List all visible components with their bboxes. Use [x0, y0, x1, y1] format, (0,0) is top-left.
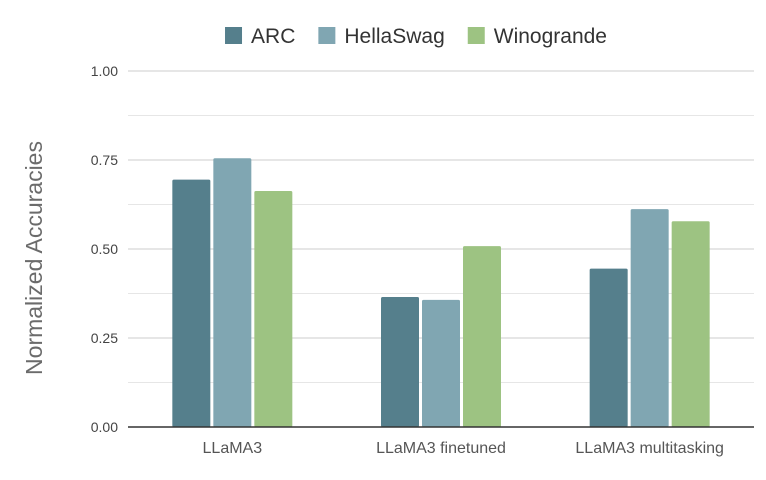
x-axis-labels: LLaMA3 LLaMA3 finetuned LLaMA3 multitaskin…	[203, 440, 724, 457]
bars	[172, 158, 710, 427]
y-tick-label: 1.00	[91, 63, 118, 79]
x-category-label: LLaMA3 finetuned	[376, 440, 506, 457]
bar-hellaswag-3	[630, 209, 669, 427]
y-axis-label: Normalized Accuracies	[21, 141, 47, 375]
legend-swatch	[467, 27, 485, 44]
legend-item-hellaswag: HellaSwag	[318, 25, 445, 48]
bar-hellaswag-2	[422, 299, 460, 427]
y-axis-ticks: 0.00 0.25 0.50 0.75 1.00	[91, 63, 118, 435]
bar-winogrande-3	[671, 221, 710, 427]
legend-label: ARC	[251, 25, 295, 48]
bar-winogrande-2	[463, 246, 501, 427]
x-category-label: LLaMA3	[203, 440, 263, 457]
legend-label: Winogrande	[494, 25, 607, 48]
bar-winogrande-1	[254, 190, 293, 427]
bar-arc-1	[172, 179, 211, 427]
legend-item-winogrande: Winogrande	[467, 25, 607, 48]
y-tick-label: 0.25	[91, 330, 118, 346]
y-tick-label: 0.75	[91, 152, 118, 168]
bar-arc-2	[381, 297, 419, 427]
legend: ARC HellaSwag Winogrande	[225, 25, 607, 48]
bar-hellaswag-1	[213, 158, 252, 427]
y-tick-label: 0.50	[91, 241, 118, 257]
y-tick-label: 0.00	[91, 419, 118, 435]
bar-arc-3	[589, 268, 628, 427]
legend-swatch	[225, 27, 243, 44]
legend-swatch	[318, 27, 336, 44]
legend-label: HellaSwag	[344, 25, 444, 48]
legend-item-arc: ARC	[225, 25, 295, 48]
x-category-label: LLaMA3 multitasking	[575, 440, 724, 457]
